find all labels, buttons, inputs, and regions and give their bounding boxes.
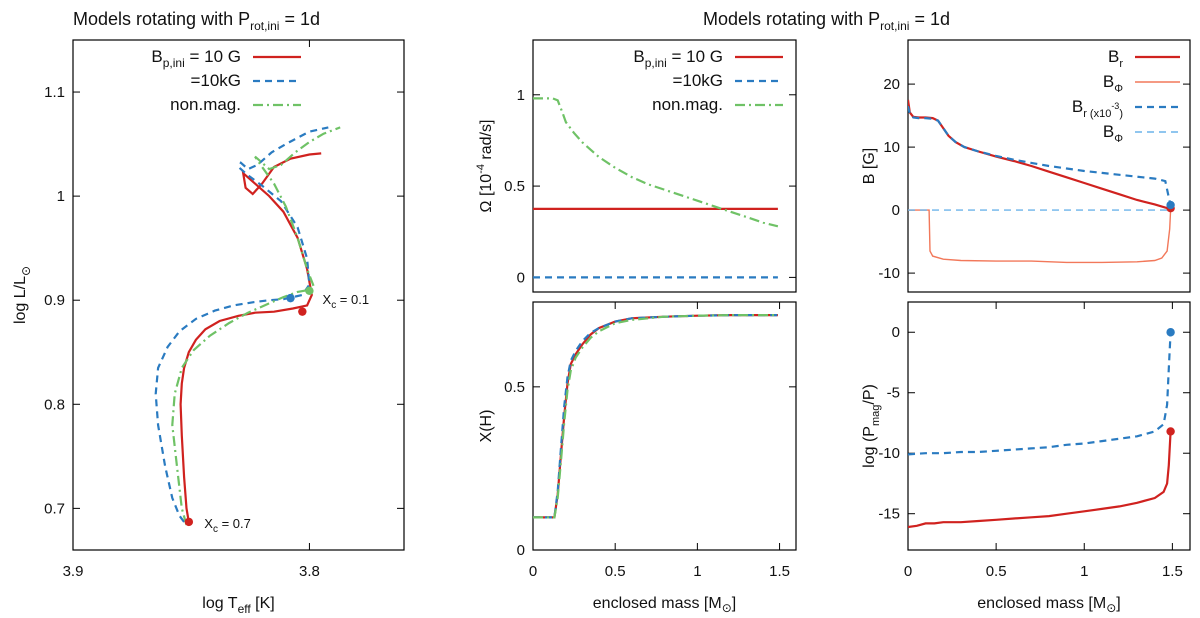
bfield-series-Br (908, 99, 1171, 210)
pmag-series-blue (908, 332, 1172, 456)
bfield-legend-label: BΦ​ (1103, 72, 1123, 95)
xh-xlabel: enclosed mass [M⊙] (593, 595, 736, 615)
bfield-series-Br_x1e-3 (908, 105, 1172, 206)
bfield-legend-label: BΦ​ (1103, 122, 1123, 145)
pmag-xtick-label: 0 (904, 563, 912, 580)
panel-pressure-ratio: -15 -10 -5 0 0 0.5 1 1.5 log (Pmag/P) enclosed ma… (861, 301, 1191, 615)
omega-legend-label: =10kG (672, 71, 723, 90)
hrd-ytick-label: 1.1 (44, 84, 65, 101)
hrd-marker-blue (286, 293, 295, 303)
pmag-xtick-label: 1.5 (1162, 563, 1183, 580)
hrd-xtick-label: 3.9 (63, 563, 84, 580)
pmag-ytick-label: -15 (878, 506, 900, 523)
bfield-marker-blue (1166, 200, 1175, 210)
xh-series-red (533, 314, 778, 519)
title-left: Models rotating with Prot,ini = 1d (73, 9, 320, 33)
bfield-series-Bphi (908, 209, 1172, 264)
omega-series-green (533, 97, 779, 228)
bfield-ytick-label: 20 (883, 76, 900, 93)
hrd-ytick-label: 0.8 (44, 396, 65, 413)
hrd-series-green (171, 126, 341, 526)
pmag-series-red (908, 431, 1172, 529)
pmag-ytick-label: -10 (878, 445, 900, 462)
pmag-ylabel: log (Pmag/P) (861, 384, 882, 468)
hrd-ytick-label: 0.9 (44, 292, 65, 309)
pmag-marker-red (1166, 427, 1175, 436)
xh-series-green (533, 314, 778, 519)
hrd-legend-label: non.mag. (170, 95, 241, 114)
xh-series-blue (533, 314, 778, 519)
xh-ytick-label: 0.5 (504, 379, 525, 396)
hrd-marker-green (305, 286, 314, 296)
omega-ytick-label: 0 (517, 269, 525, 286)
hrd-annotation: Xc = 0.1 (323, 292, 370, 311)
bfield-ylabel: B [G] (861, 148, 878, 184)
hrd-marker-red (184, 517, 194, 527)
omega-ytick-label: 1 (517, 87, 525, 104)
xh-xtick-label: 0.5 (605, 563, 626, 580)
hrd-ytick-label: 0.7 (44, 500, 65, 517)
omega-plot-frame (532, 39, 797, 293)
xh-ylabel: X(H) (478, 410, 495, 443)
pmag-ytick-label: 0 (892, 324, 900, 341)
xh-xtick-label: 0 (529, 563, 537, 580)
hrd-xlabel: log Teff [K] (202, 595, 274, 616)
panel-magnetic-field: -10 0 10 20 Br​ BΦ​Br (x10-3)​BΦ​ B [G] (861, 39, 1191, 293)
hrd-annotation: Xc = 0.7 (204, 516, 251, 535)
hrd-ylabel: log L/L⊙ (12, 266, 33, 324)
bfield-plot-frame (907, 39, 1191, 293)
hrd-ytick-label: 1 (57, 188, 65, 205)
hrd-plot-frame (72, 39, 405, 551)
xh-xtick-label: 1 (693, 563, 701, 580)
hrd-series-blue (154, 126, 329, 523)
bfield-legend-label: Br (x10-3)​ (1072, 97, 1123, 120)
hrd-series-red (179, 152, 322, 523)
bfield-legend-label: Br​ (1108, 47, 1123, 70)
bfield-ytick-label: 0 (892, 202, 900, 219)
bfield-ytick-label: 10 (883, 139, 900, 156)
pmag-xtick-label: 0.5 (986, 563, 1007, 580)
xh-plot-frame (532, 301, 797, 551)
hrd-xtick-label: 3.8 (299, 563, 320, 580)
panel-omega: 0 0.5 1 Bp,ini = 10 G=10kG non.mag. Ω [10-4 r… (475, 39, 797, 293)
pmag-marker-blue (1166, 328, 1175, 337)
panel-hydrogen-fraction: 0 0.5 0 0.5 1 1.5 X(H) enclosed mass [M⊙] (478, 301, 797, 615)
pmag-plot-frame (907, 301, 1191, 551)
title-right: Models rotating with Prot,ini = 1d (703, 9, 950, 33)
pmag-ytick-label: -5 (887, 385, 900, 402)
pmag-xlabel: enclosed mass [M⊙] (977, 595, 1120, 615)
omega-ytick-label: 0.5 (504, 178, 525, 195)
xh-xtick-label: 1.5 (769, 563, 790, 580)
bfield-ytick-label: -10 (878, 265, 900, 282)
hrd-marker-red (298, 307, 307, 316)
hrd-legend-label: Bp,ini = 10 G (151, 47, 241, 70)
pmag-xtick-label: 1 (1080, 563, 1088, 580)
omega-legend-label: non.mag. (652, 95, 723, 114)
omega-legend-label: Bp,ini = 10 G (633, 47, 723, 70)
hrd-legend-label: =10kG (190, 71, 241, 90)
omega-ylabel: Ω [10-4 rad/s] (475, 120, 495, 213)
panel-hr-diagram: 0.7 0.8 0.9 1 1.1 3.9 3.8 Xc = 0.1 Xc = 0.7 Bp,in… (12, 39, 405, 616)
xh-ytick-label: 0 (517, 542, 525, 559)
